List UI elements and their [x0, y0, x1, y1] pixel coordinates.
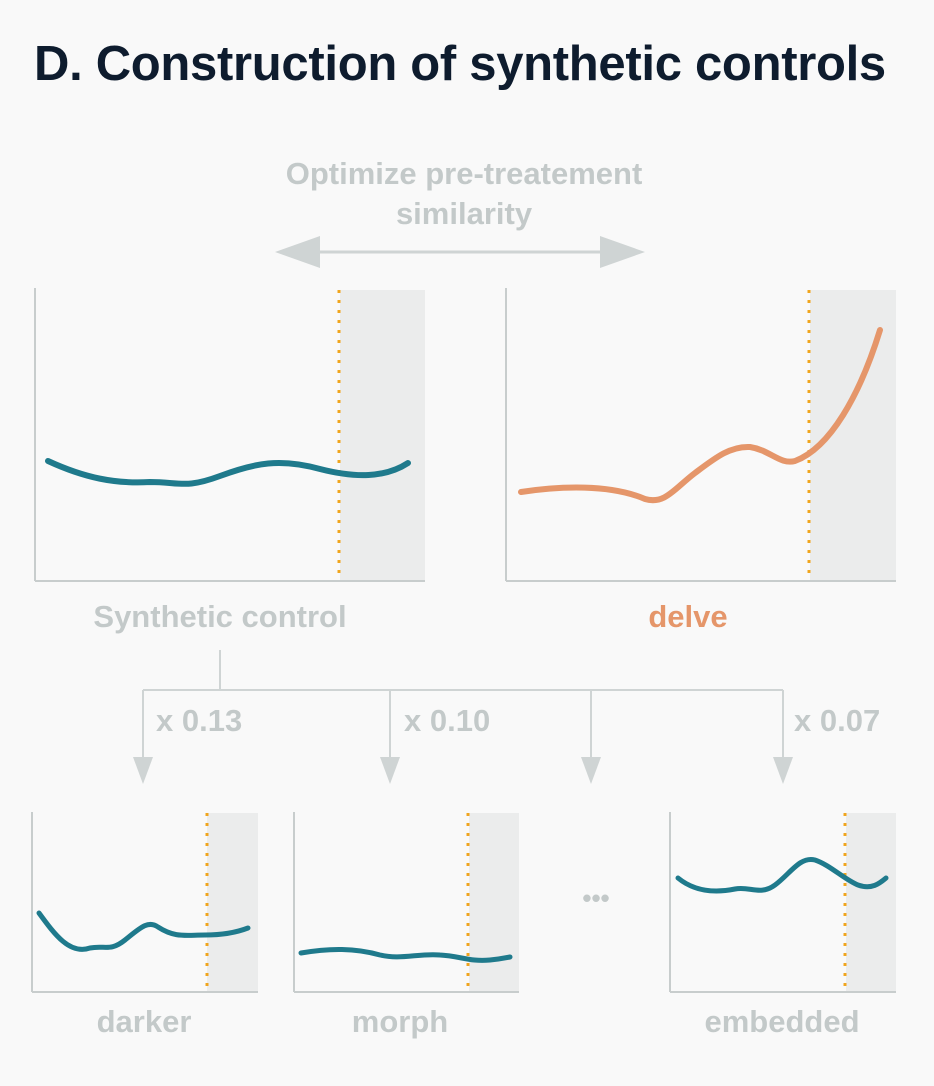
weight-connectors — [142, 650, 784, 760]
arrowhead — [380, 757, 400, 784]
post-treatment-shade — [846, 813, 896, 992]
optimize-double-arrow — [275, 236, 645, 268]
donor-panel-darker — [31, 812, 258, 993]
donor-trend-line — [298, 946, 513, 963]
arrowhead — [773, 757, 793, 784]
more-donors-ellipsis: ••• — [582, 883, 609, 913]
optimize-label-line2: similarity — [396, 196, 533, 231]
treated-unit-label: delve — [648, 599, 727, 634]
post-treatment-shade — [207, 813, 258, 992]
post-treatment-shade — [340, 290, 425, 581]
weight-label: x 0.07 — [794, 703, 880, 738]
synthetic-control-panel — [34, 288, 425, 582]
donor-label: morph — [352, 1004, 448, 1039]
arrowhead — [581, 757, 601, 784]
donor-trend-line — [36, 910, 251, 952]
donor-trend-line — [675, 856, 889, 894]
weight-arrowheads — [133, 757, 793, 784]
weight-label: x 0.10 — [404, 703, 490, 738]
donor-label: darker — [97, 1004, 192, 1039]
post-treatment-shade — [810, 290, 896, 581]
donor-panel-embedded — [669, 812, 896, 993]
optimize-label-line1: Optimize pre-treatement — [286, 156, 643, 191]
page-title: D. Construction of synthetic controls — [34, 37, 886, 91]
treated-panel — [505, 288, 896, 582]
treated-trend-line — [518, 327, 883, 504]
synthetic-trend-line — [45, 458, 411, 487]
synthetic-control-label: Synthetic control — [93, 599, 346, 634]
donor-panel-morph — [293, 812, 519, 993]
weight-label: x 0.13 — [156, 703, 242, 738]
post-treatment-shade — [469, 813, 519, 992]
arrowhead — [133, 757, 153, 784]
donor-label: embedded — [704, 1004, 859, 1039]
